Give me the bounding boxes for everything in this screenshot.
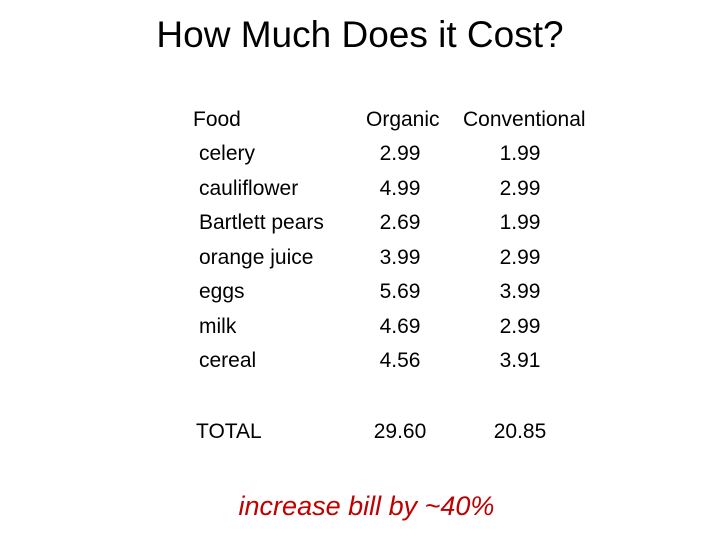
conventional-price: 2.99 [499,176,541,200]
conventional-price: 1.99 [499,211,541,234]
food-name: cereal [199,349,257,372]
organic-price: 2.99 [379,142,421,165]
table-body: celery 2.99 1.99 cauliflower 4.99 2.99 B… [190,137,610,379]
food-name: cauliflower [199,176,299,200]
total-conventional: 20.85 [493,420,547,443]
organic-price: 4.99 [379,176,421,200]
table-row: celery 2.99 1.99 [190,137,610,172]
food-name: orange juice [199,245,314,269]
table-row: orange juice 3.99 2.99 [190,241,610,276]
organic-price: 5.69 [379,280,421,303]
table-header-row: Food Organic Conventional [190,103,610,137]
header-conventional: Conventional [463,108,586,131]
conventional-price: 2.99 [499,245,541,269]
cost-table: Food Organic Conventional celery 2.99 1.… [190,103,610,448]
organic-price: 2.69 [379,211,421,234]
total-organic: 29.60 [373,420,427,443]
total-row: TOTAL 29.60 20.85 [190,415,610,449]
table-row: eggs 5.69 3.99 [190,275,610,310]
food-name: Bartlett pears [199,211,324,234]
table-row: milk 4.69 2.99 [190,310,610,345]
slide-title: How Much Does it Cost? [156,14,564,55]
table-row: cauliflower 4.99 2.99 [190,172,610,207]
conventional-price: 3.91 [499,349,541,372]
organic-price: 3.99 [379,245,421,269]
total-label: TOTAL [196,420,262,443]
table-row: Bartlett pears 2.69 1.99 [190,206,610,241]
footnote: increase bill by ~40% [238,491,495,521]
header-organic: Organic [366,108,440,131]
food-name: eggs [199,280,245,303]
food-name: celery [199,142,256,165]
table-row: cereal 4.56 3.91 [190,344,610,379]
organic-price: 4.69 [379,314,421,338]
food-name: milk [199,314,237,338]
organic-price: 4.56 [379,349,421,372]
conventional-price: 2.99 [499,314,541,338]
conventional-price: 1.99 [499,142,541,165]
header-food: Food [193,108,241,131]
conventional-price: 3.99 [499,280,541,303]
